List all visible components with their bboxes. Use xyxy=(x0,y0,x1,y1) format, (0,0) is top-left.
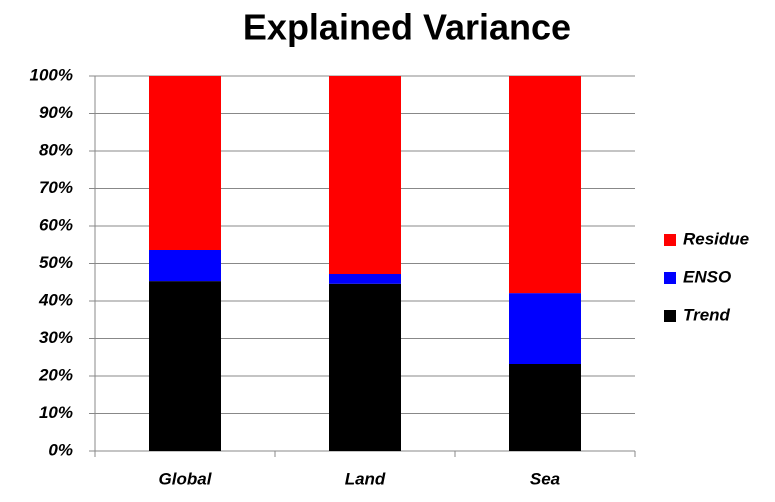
y-tick-label: 10% xyxy=(39,403,73,422)
bar-segment xyxy=(509,364,581,451)
x-tick-label: Sea xyxy=(530,469,560,488)
bar-segment xyxy=(329,283,401,451)
legend-label: Residue xyxy=(683,229,749,248)
legend-swatch xyxy=(664,272,676,284)
y-tick-label: 100% xyxy=(30,65,73,84)
x-tick-label: Global xyxy=(159,469,213,488)
bar-segment xyxy=(329,274,401,284)
legend-label: ENSO xyxy=(683,267,731,286)
bar-segment xyxy=(149,76,221,250)
legend-label: Trend xyxy=(683,305,731,324)
bar-segment xyxy=(329,76,401,274)
x-tick-label: Land xyxy=(345,469,386,488)
bar-segment xyxy=(149,250,221,282)
y-tick-label: 90% xyxy=(39,103,73,122)
y-tick-label: 40% xyxy=(38,290,73,309)
y-tick-label: 50% xyxy=(39,253,73,272)
y-tick-label: 60% xyxy=(39,215,73,234)
bar-segment xyxy=(509,76,581,294)
bar-segment xyxy=(509,293,581,364)
legend-swatch xyxy=(664,234,676,246)
y-tick-label: 20% xyxy=(38,365,73,384)
y-tick-label: 30% xyxy=(39,328,73,347)
chart-title: Explained Variance xyxy=(243,7,571,48)
y-tick-label: 80% xyxy=(39,140,73,159)
y-tick-label: 0% xyxy=(48,440,73,459)
y-tick-label: 70% xyxy=(39,178,73,197)
bar-segment xyxy=(149,281,221,451)
legend-swatch xyxy=(664,310,676,322)
